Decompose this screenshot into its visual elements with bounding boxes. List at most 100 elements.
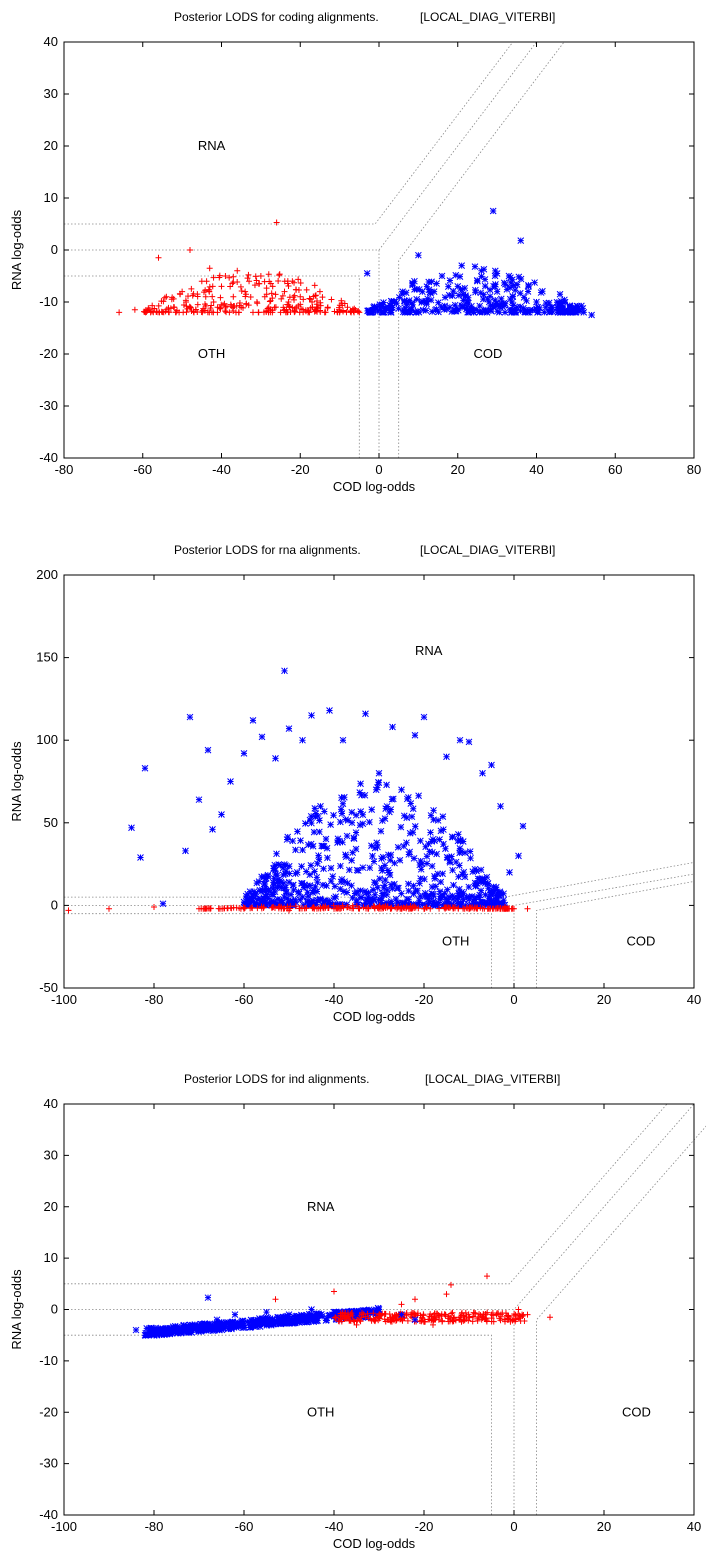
data-point-band-0: [338, 297, 345, 304]
data-point-band-0: [295, 890, 303, 898]
data-point-band-1: [386, 304, 393, 312]
data-point-band-1: [463, 1313, 470, 1320]
data-point-band-0: [421, 892, 429, 900]
data-point-band-0: [250, 888, 258, 895]
data-point-series-1: [547, 1314, 553, 1321]
data-point-band-0: [237, 283, 244, 290]
data-point-band-0: [423, 860, 431, 867]
data-point-band-1: [466, 307, 474, 315]
data-point-band-1: [483, 1317, 490, 1324]
data-point-series-0: [479, 769, 486, 777]
data-point-band-0: [337, 818, 344, 826]
data-point-series-0: [515, 852, 522, 860]
data-point-band-0: [285, 901, 293, 908]
data-point-band-1: [371, 303, 378, 310]
boundary-upper: [64, 41, 514, 225]
data-point-band-0: [265, 886, 272, 893]
x-tick-label: 40: [687, 992, 701, 1007]
data-point-band-0: [307, 296, 314, 303]
data-point-band-1: [299, 905, 306, 912]
data-point-band-0: [417, 875, 424, 882]
chart-title-text: Posterior LODS for coding alignments.: [174, 10, 379, 24]
data-point-band-1: [539, 287, 546, 295]
data-point-band-0: [293, 1312, 301, 1320]
data-point-band-0: [414, 901, 422, 908]
data-point-band-0: [270, 879, 277, 886]
data-point-series-1: [454, 283, 462, 290]
data-point-band-1: [477, 289, 485, 297]
data-point-band-1: [401, 304, 409, 312]
data-point-band-0: [204, 309, 211, 316]
data-point-band-0: [387, 806, 395, 813]
data-point-band-0: [145, 1331, 153, 1338]
data-point-series-1: [412, 1296, 418, 1303]
data-point-band-0: [167, 305, 174, 312]
data-point-band-0: [352, 811, 360, 819]
data-point-band-0: [500, 890, 507, 898]
data-point-band-0: [354, 1308, 361, 1316]
data-point-series-0: [420, 713, 428, 721]
data-point-band-0: [270, 865, 278, 873]
data-point-band-0: [471, 879, 479, 887]
data-point-series-0: [263, 1308, 270, 1316]
data-point-band-1: [523, 297, 530, 305]
data-point-band-1: [442, 905, 449, 912]
data-point-band-0: [330, 811, 337, 819]
data-point-band-0: [289, 1320, 296, 1327]
data-point-band-1: [476, 1311, 483, 1318]
data-point-band-0: [410, 854, 418, 862]
data-point-band-0: [155, 302, 162, 309]
data-point-band-0: [227, 301, 234, 308]
x-tick-label: -40: [212, 462, 231, 477]
data-point-series-0: [141, 764, 149, 772]
data-point-band-0: [297, 837, 304, 844]
data-point-series-0: [186, 1321, 194, 1329]
data-point-band-0: [314, 878, 321, 886]
data-point-band-1: [427, 1311, 434, 1318]
data-point-band-0: [311, 813, 319, 821]
data-point-band-0: [303, 882, 311, 890]
data-point-band-1: [400, 297, 408, 304]
data-point-band-0: [273, 850, 280, 858]
data-point-series-0: [375, 769, 383, 777]
data-point-band-1: [451, 301, 459, 309]
data-points: [116, 207, 595, 319]
data-point-band-1: [464, 294, 472, 302]
data-point-series-0: [218, 283, 225, 290]
data-point-band-1: [241, 904, 248, 911]
data-point-series-0: [324, 304, 331, 311]
data-point-band-0: [290, 886, 297, 894]
data-point-band-0: [320, 808, 328, 815]
data-point-band-0: [312, 292, 319, 299]
data-point-series-0: [222, 273, 229, 279]
data-point-series-1: [564, 309, 572, 316]
data-point-series-0: [285, 725, 293, 732]
data-point-band-0: [296, 896, 304, 904]
data-point-band-1: [433, 280, 440, 287]
data-point-band-1: [449, 1318, 456, 1325]
data-point-band-0: [415, 896, 423, 904]
data-point-series-0: [202, 293, 209, 300]
region-label-cod: COD: [474, 346, 503, 361]
data-point-band-0: [259, 897, 266, 905]
data-point-band-0: [424, 893, 432, 900]
data-point-series-0: [348, 819, 356, 827]
data-point-band-0: [294, 828, 301, 835]
data-point-band-0: [334, 835, 342, 843]
data-point-series-1: [509, 293, 517, 301]
data-point-series-1: [376, 1311, 382, 1318]
data-point-band-1: [370, 1316, 377, 1323]
data-point-band-0: [282, 1320, 289, 1327]
data-point-band-0: [403, 839, 410, 847]
data-point-band-1: [526, 306, 534, 314]
data-point-band-1: [513, 281, 521, 288]
data-point-band-0: [388, 885, 396, 893]
y-tick-label: -20: [39, 1404, 58, 1419]
data-point-series-1: [438, 272, 446, 280]
data-point-band-0: [270, 875, 278, 882]
data-point-band-0: [330, 894, 338, 902]
data-point-band-0: [303, 1315, 311, 1322]
y-tick-label: 30: [44, 86, 58, 101]
data-point-band-0: [286, 304, 293, 311]
